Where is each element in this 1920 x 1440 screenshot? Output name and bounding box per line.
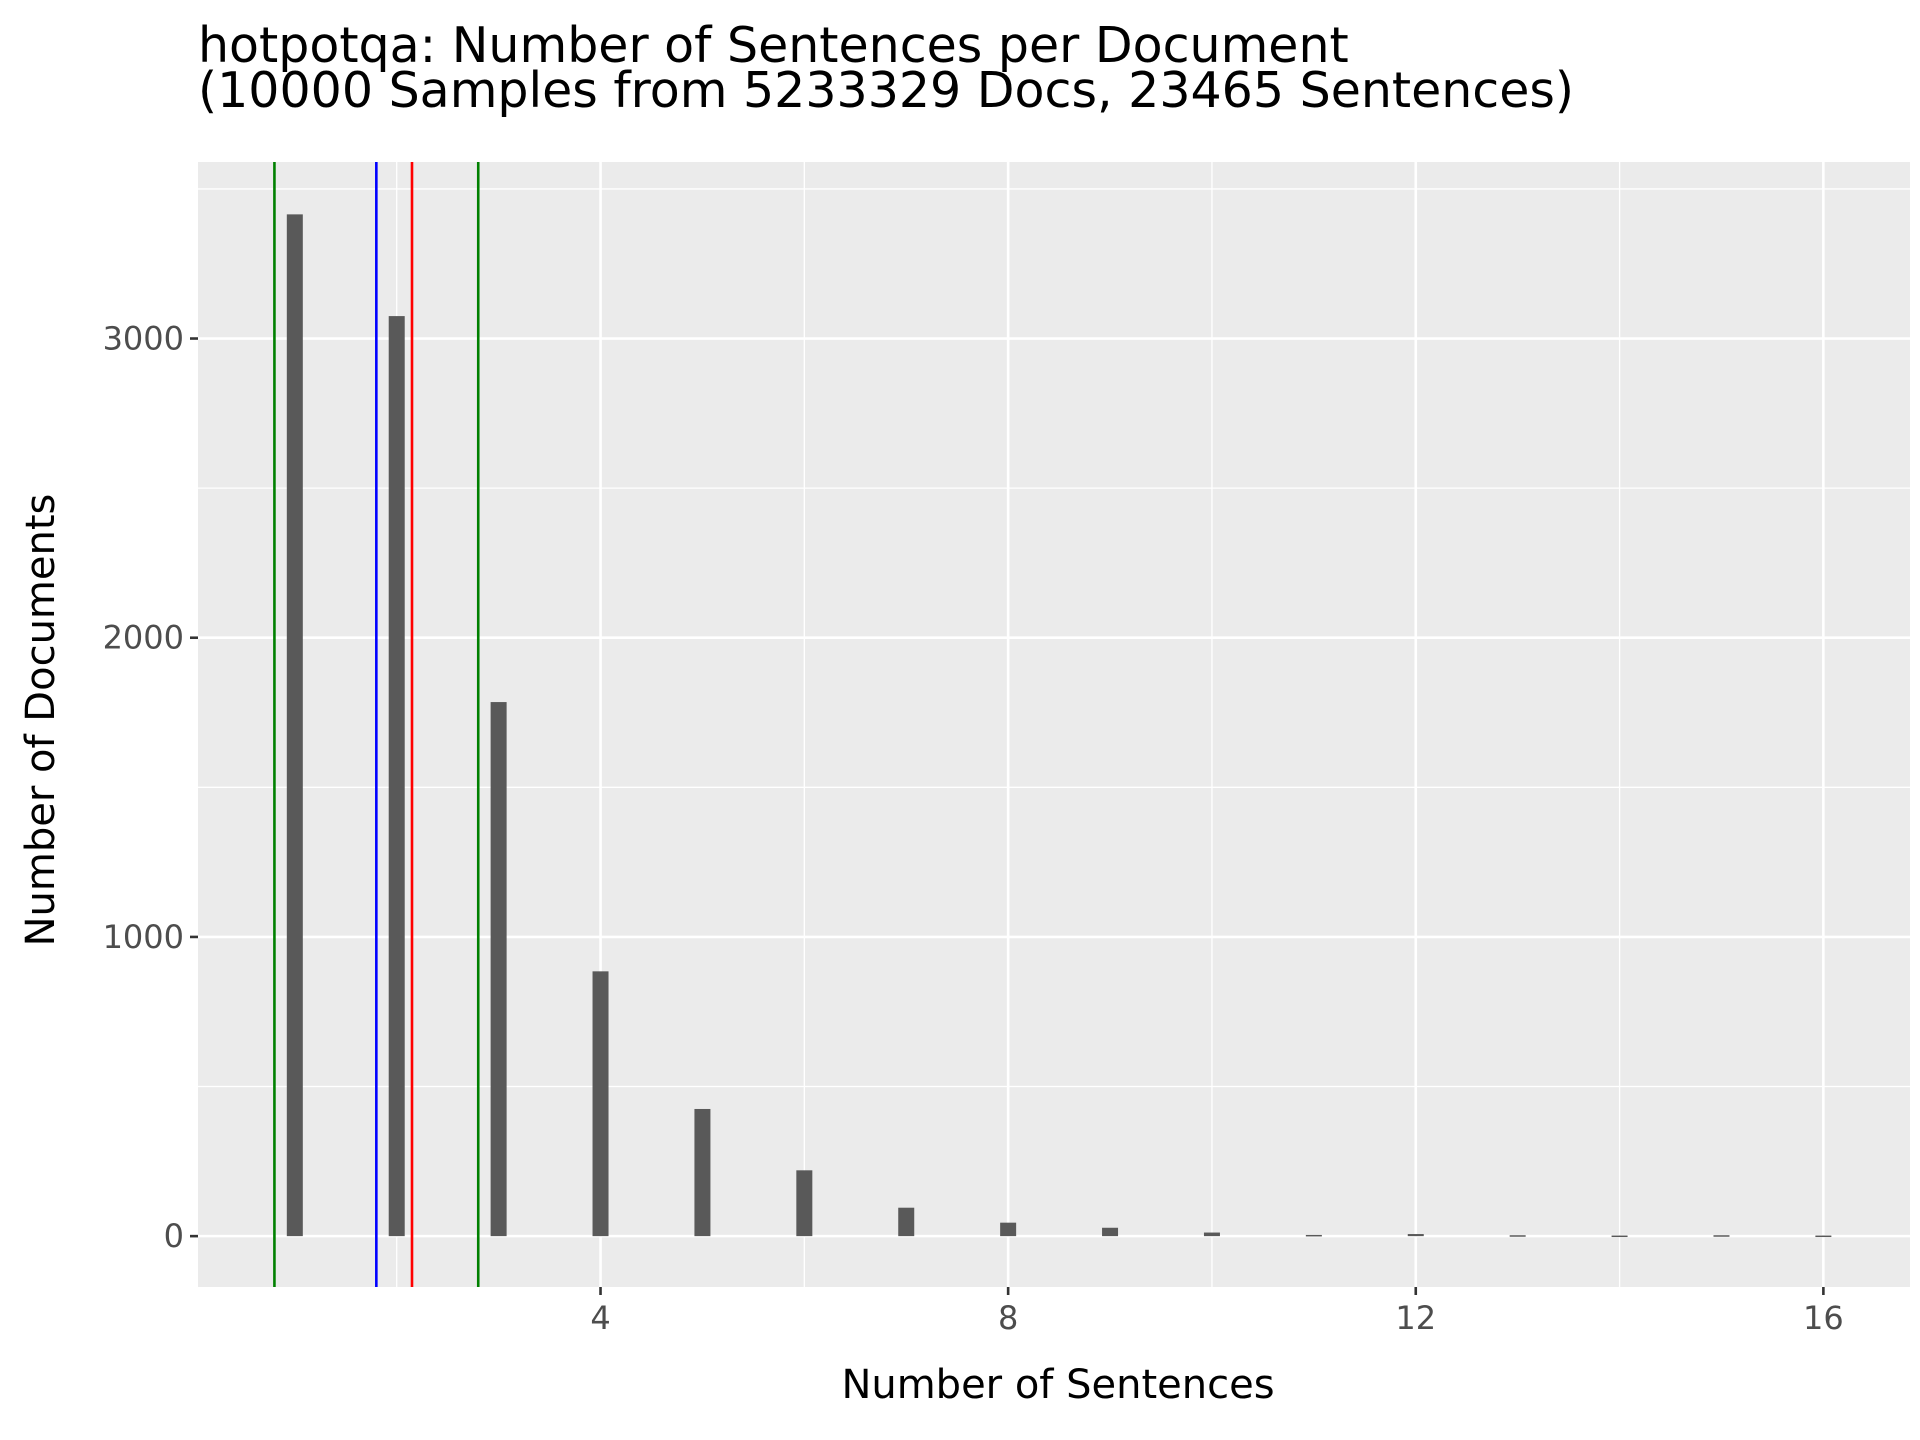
histogram-bar [1509, 1235, 1526, 1237]
x-tick-label: 8 [998, 1299, 1018, 1337]
plot-panel [198, 162, 1910, 1287]
minor-gridlines [198, 162, 1910, 1287]
y-axis-ticks: 0 1000 2000 3000 [103, 320, 198, 1255]
y-tick-label: 2000 [103, 619, 184, 657]
chart-subtitle: (10000 Samples from 5233329 Docs, 23465 … [198, 62, 1575, 119]
histogram-bar [1815, 1235, 1832, 1238]
x-axis-label: Number of Sentences [841, 1362, 1275, 1408]
y-axis-label: Number of Documents [18, 493, 64, 947]
x-tick-label: 12 [1395, 1299, 1436, 1337]
histogram-bar [796, 1170, 813, 1237]
y-tick-label: 3000 [103, 320, 184, 358]
histogram-bar [1102, 1227, 1119, 1237]
histogram-bar [898, 1207, 915, 1237]
x-tick-label: 4 [590, 1299, 610, 1337]
reference-lines [273, 162, 480, 1287]
histogram-bar [388, 316, 405, 1237]
histogram-bar [694, 1108, 711, 1237]
y-tick-label: 0 [164, 1217, 184, 1255]
x-axis-ticks: 4 8 12 16 [590, 1287, 1844, 1337]
histogram-bar [490, 702, 507, 1237]
chart-title: hotpotqa: Number of Sentences per Docume… [198, 17, 1349, 74]
histogram-bar [592, 971, 609, 1237]
histogram-bar [1203, 1232, 1220, 1237]
y-tick-label: 1000 [103, 918, 184, 956]
bars-group [286, 214, 1832, 1238]
x-tick-label: 16 [1803, 1299, 1844, 1337]
histogram-bar [1713, 1235, 1730, 1237]
histogram-bar [1000, 1222, 1017, 1237]
histogram-bar [1305, 1234, 1322, 1237]
histogram-bar [286, 214, 303, 1237]
histogram-bar [1407, 1234, 1424, 1237]
histogram-bar [1611, 1235, 1628, 1238]
